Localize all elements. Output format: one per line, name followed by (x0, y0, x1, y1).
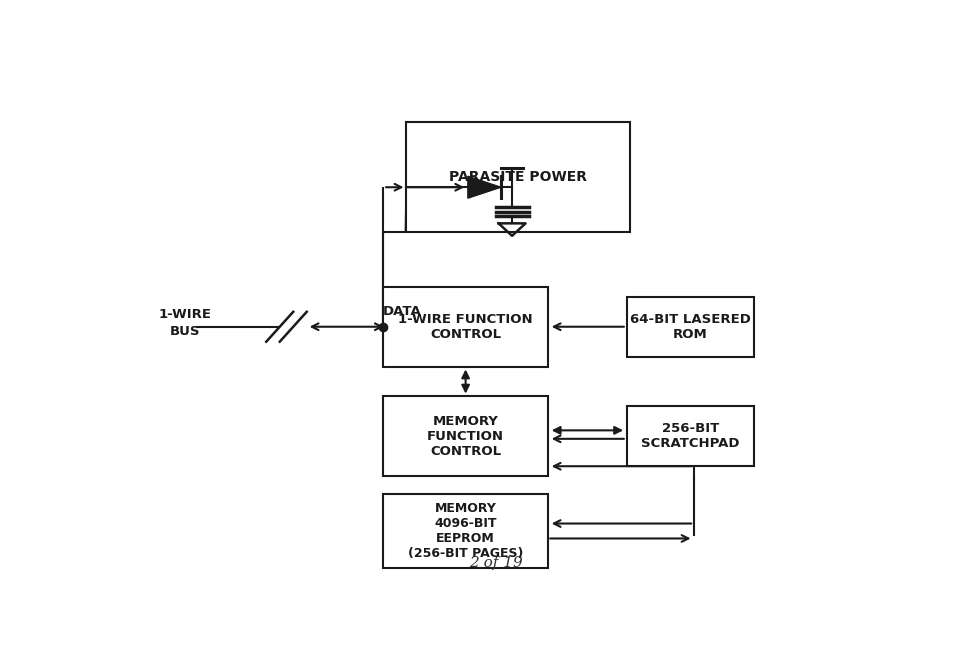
Text: PARASITE POWER: PARASITE POWER (449, 170, 587, 184)
Bar (627, 297, 754, 356)
Text: 2 of 19: 2 of 19 (469, 556, 522, 571)
Text: MEMORY
4096-BIT
EEPROM
(256-BIT PAGES): MEMORY 4096-BIT EEPROM (256-BIT PAGES) (408, 502, 523, 560)
Text: BUS: BUS (169, 325, 200, 338)
Polygon shape (468, 176, 501, 198)
Text: 1-WIRE: 1-WIRE (158, 308, 211, 321)
Text: 256-BIT
SCRATCHPAD: 256-BIT SCRATCHPAD (641, 422, 740, 450)
Text: DATA: DATA (383, 305, 422, 318)
Text: 1-WIRE FUNCTION
CONTROL: 1-WIRE FUNCTION CONTROL (398, 313, 533, 341)
Bar (406, 122, 630, 232)
Bar (383, 494, 548, 568)
Bar (383, 287, 548, 367)
Text: 64-BIT LASERED
ROM: 64-BIT LASERED ROM (630, 313, 751, 341)
Bar (383, 397, 548, 476)
Bar (627, 406, 754, 466)
Text: MEMORY
FUNCTION
CONTROL: MEMORY FUNCTION CONTROL (427, 415, 504, 458)
